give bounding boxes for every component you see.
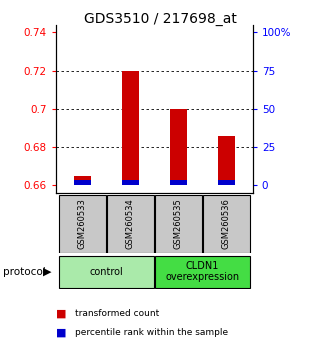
- Bar: [218, 179, 235, 185]
- Bar: [74, 179, 91, 185]
- Text: GSM260535: GSM260535: [174, 199, 183, 249]
- Text: percentile rank within the sample: percentile rank within the sample: [75, 328, 228, 337]
- Text: ■: ■: [56, 308, 67, 318]
- FancyBboxPatch shape: [59, 195, 106, 252]
- Bar: [74, 176, 91, 185]
- Bar: [170, 109, 187, 185]
- Text: protocol: protocol: [3, 267, 46, 277]
- Bar: [122, 179, 139, 185]
- FancyBboxPatch shape: [107, 195, 154, 252]
- FancyBboxPatch shape: [155, 195, 202, 252]
- FancyBboxPatch shape: [203, 195, 250, 252]
- Text: CLDN1
overexpression: CLDN1 overexpression: [165, 261, 239, 282]
- Bar: [122, 71, 139, 185]
- Text: ▶: ▶: [43, 267, 52, 277]
- Text: transformed count: transformed count: [75, 309, 159, 318]
- Text: control: control: [90, 267, 123, 277]
- Text: GDS3510 / 217698_at: GDS3510 / 217698_at: [84, 12, 236, 27]
- Bar: [218, 136, 235, 185]
- FancyBboxPatch shape: [155, 256, 250, 288]
- FancyBboxPatch shape: [59, 256, 154, 288]
- Text: ■: ■: [56, 328, 67, 338]
- Bar: [170, 179, 187, 185]
- Text: GSM260534: GSM260534: [126, 199, 135, 249]
- Text: GSM260533: GSM260533: [78, 199, 87, 249]
- Text: GSM260536: GSM260536: [222, 199, 231, 249]
